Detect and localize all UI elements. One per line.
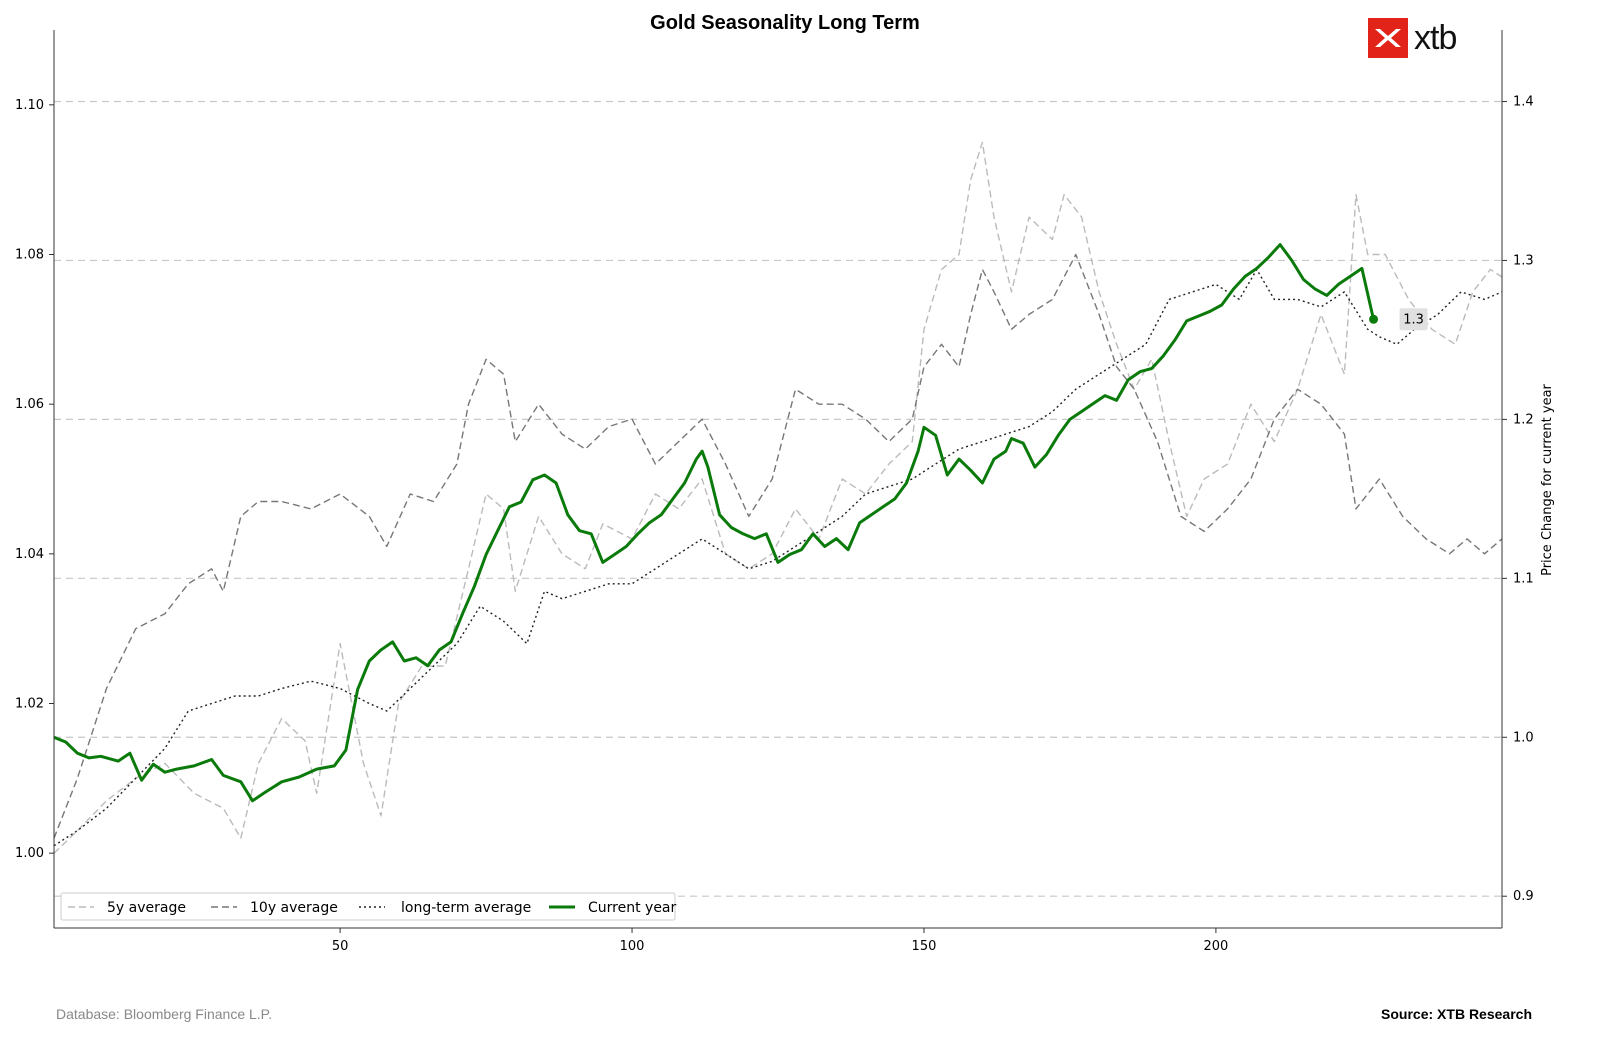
legend: 5y average 10y average long-term average Cu… — [60, 892, 677, 921]
y-tick-label: 1.04 — [15, 547, 44, 562]
legend-label-2: long-term average — [401, 900, 531, 916]
series-end-point — [1369, 314, 1379, 324]
right-axis-label: Price Change for current year — [1540, 383, 1555, 575]
y2-tick-label: 1.0 — [1513, 730, 1534, 745]
series-group — [53, 141, 1503, 854]
annotation-label: 1.3 — [1403, 312, 1424, 327]
y-tick-label: 1.08 — [15, 248, 44, 263]
series-line-0 — [53, 141, 1503, 854]
x-tick-label: 100 — [620, 939, 645, 954]
y-tick-label: 1.10 — [15, 98, 44, 113]
series-line-1 — [53, 253, 1503, 839]
series-line-2 — [53, 268, 1503, 847]
y-tick-label: 1.02 — [15, 697, 44, 712]
axes — [53, 30, 1503, 929]
chart-title: Gold Seasonality Long Term — [650, 12, 920, 34]
xtb-logo-text: xtb — [1414, 18, 1457, 57]
legend-label-1: 10y average — [250, 900, 338, 916]
x-tick-label: 200 — [1203, 939, 1228, 954]
y2-tick-label: 1.4 — [1513, 95, 1534, 110]
x-tick-label: 150 — [912, 939, 937, 954]
ticks: 1.00 1.02 1.04 1.06 1.08 1.10 0.9 1.0 1.1 1.2 1.3 1… — [15, 95, 1534, 954]
annotation: 1.3 — [1399, 308, 1428, 331]
y2-tick-label: 1.3 — [1513, 253, 1534, 268]
footer-source: Source: XTB Research — [1381, 1006, 1532, 1022]
x-tick-label: 50 — [332, 939, 349, 954]
legend-frame — [60, 892, 676, 921]
footer-database: Database: Bloomberg Finance L.P. — [56, 1006, 273, 1022]
y2-tick-label: 0.9 — [1513, 889, 1534, 904]
annotation-box — [1399, 308, 1428, 331]
y2-tick-label: 1.1 — [1513, 571, 1534, 586]
y2-tick-label: 1.2 — [1513, 412, 1534, 427]
legend-label-3: Current year — [588, 900, 677, 916]
xtb-logo-mark-icon — [1368, 18, 1408, 58]
xtb-logo: xtb — [1368, 18, 1457, 58]
grid — [54, 100, 1502, 897]
y-tick-label: 1.00 — [15, 846, 44, 861]
y-tick-label: 1.06 — [15, 397, 44, 412]
series-line-3 — [53, 243, 1375, 803]
legend-label-0: 5y average — [107, 900, 186, 916]
